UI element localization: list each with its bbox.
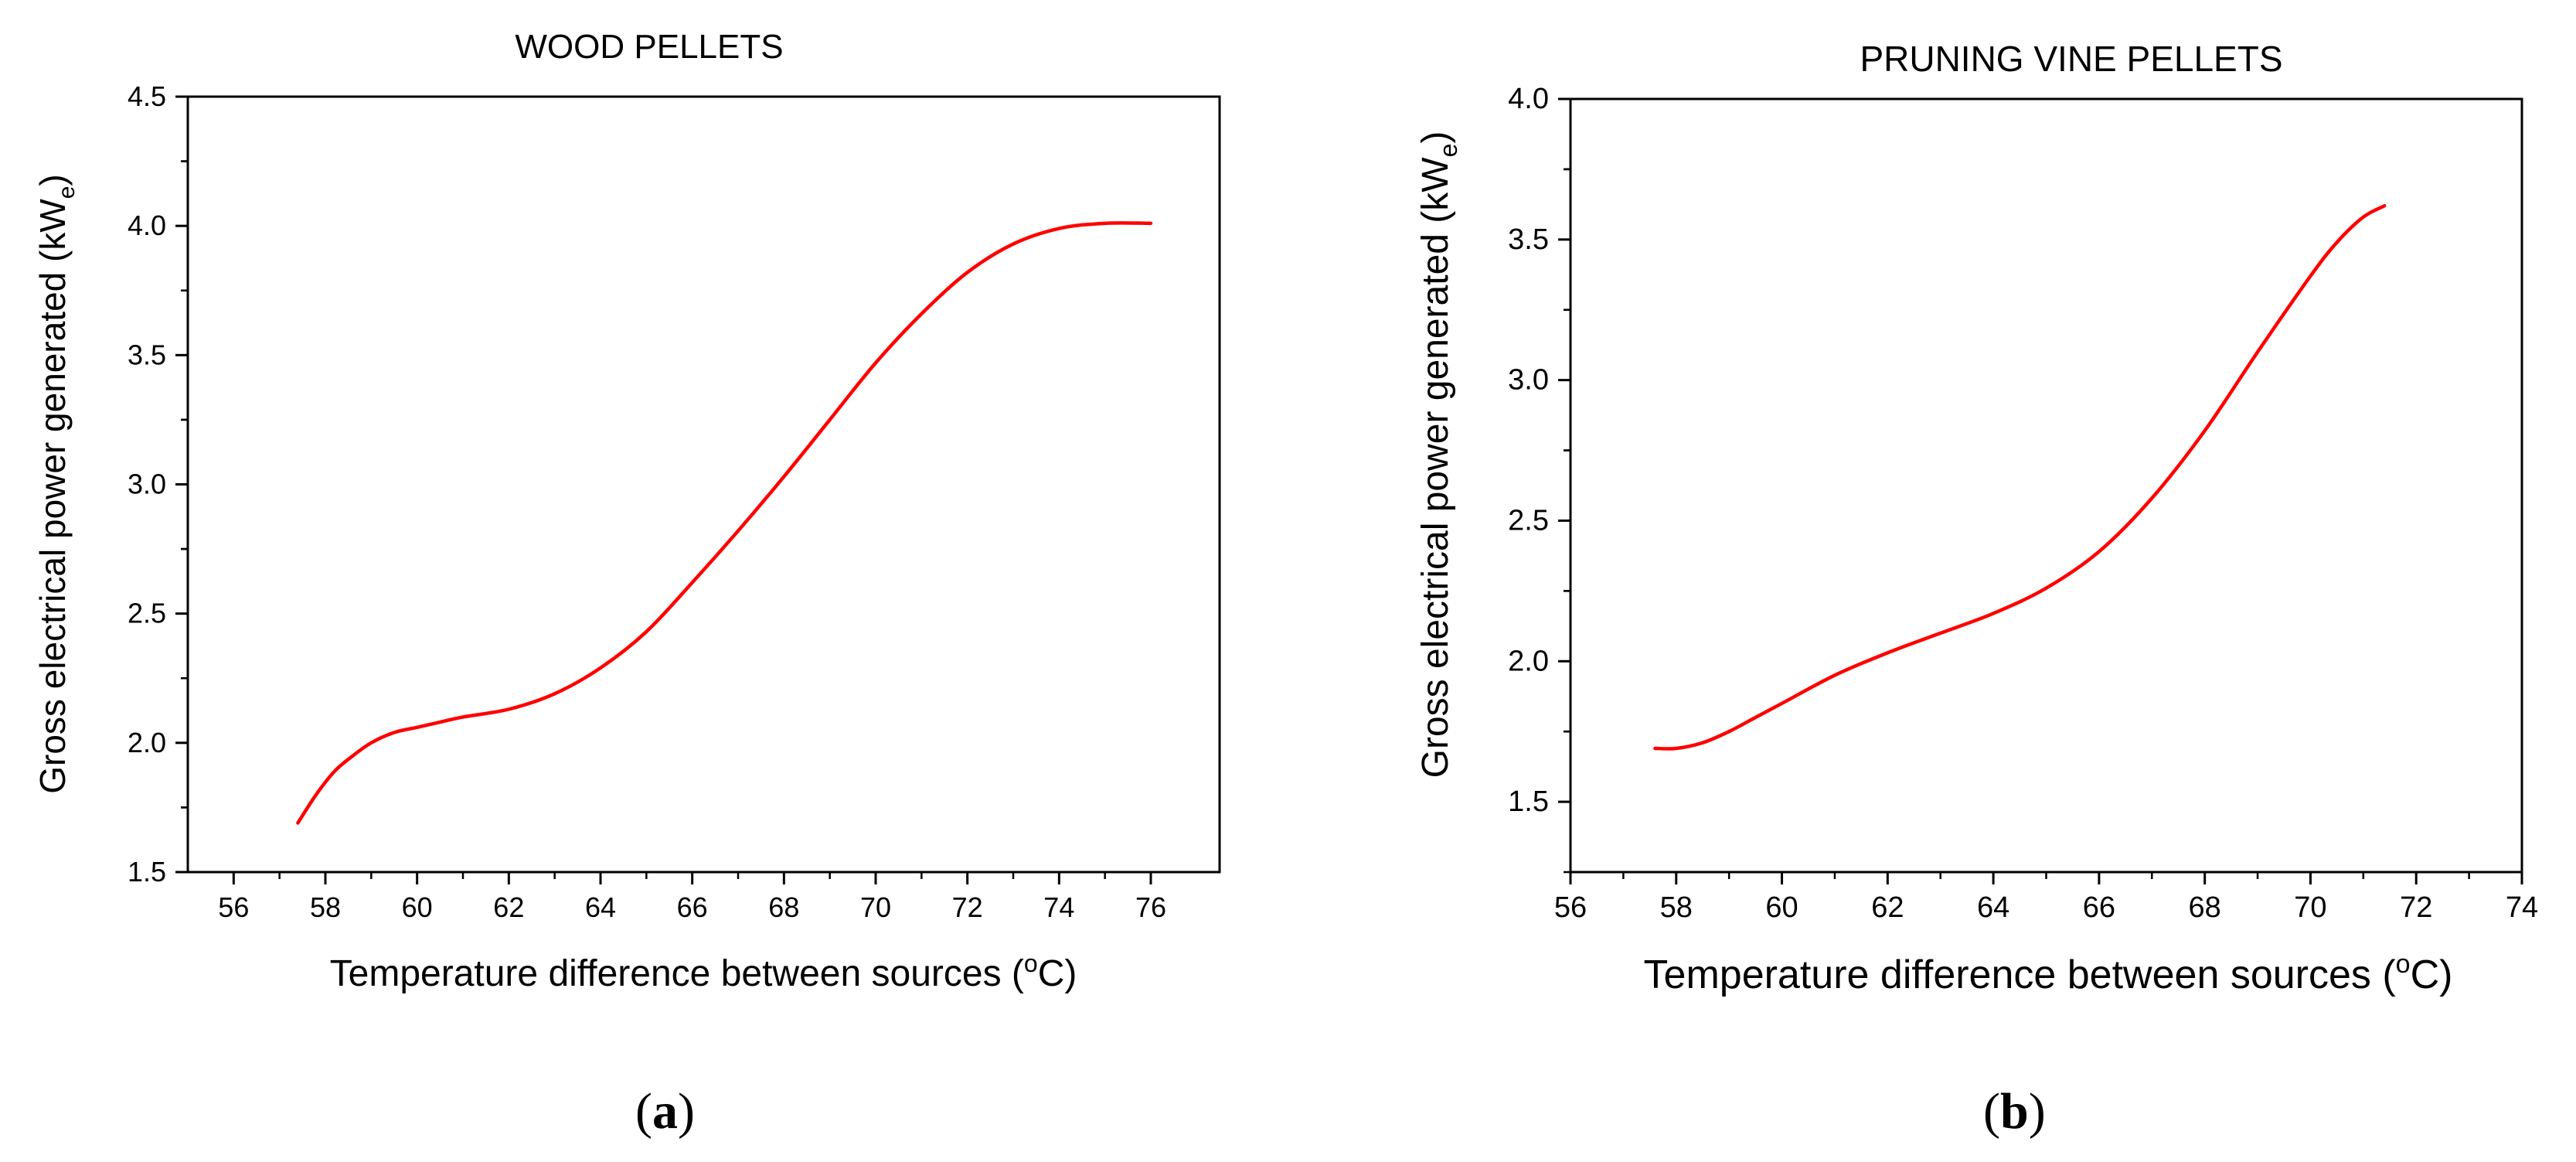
panel-label-b: (b) <box>1983 1083 2046 1140</box>
data-line-wood-pellets <box>296 221 1153 825</box>
x-tick-label: 70 <box>860 891 891 923</box>
y-tick-label: 4.5 <box>128 80 166 112</box>
x-tick-label: 64 <box>585 891 616 923</box>
y-tick-label: 2.5 <box>128 598 166 629</box>
y-tick-label: 1.5 <box>128 856 166 888</box>
x-axis-label: Temperature difference between sources (… <box>330 949 1077 994</box>
x-tick-label: 76 <box>1135 891 1166 923</box>
y-tick-label: 4.0 <box>128 210 166 241</box>
y-axis-label: Gross electrical power generated (kWe) <box>32 174 80 794</box>
plot-frame <box>186 95 1221 874</box>
x-tick-label: 74 <box>1043 891 1074 923</box>
x-tick-label: 72 <box>952 891 983 923</box>
y-tick-label: 3.0 <box>128 469 166 500</box>
x-tick-label: 60 <box>402 891 433 923</box>
panel-label-a: (a) <box>635 1083 695 1140</box>
chart-title: WOOD PELLETS <box>515 28 783 66</box>
x-tick-label: 56 <box>218 891 249 923</box>
x-tick-label: 58 <box>310 891 341 923</box>
x-tick-label: 62 <box>493 891 524 923</box>
x-tick-label: 66 <box>677 891 708 923</box>
y-tick-label: 3.5 <box>128 339 166 370</box>
y-tick-label: 2.0 <box>128 727 166 758</box>
x-tick-label: 68 <box>768 891 799 923</box>
